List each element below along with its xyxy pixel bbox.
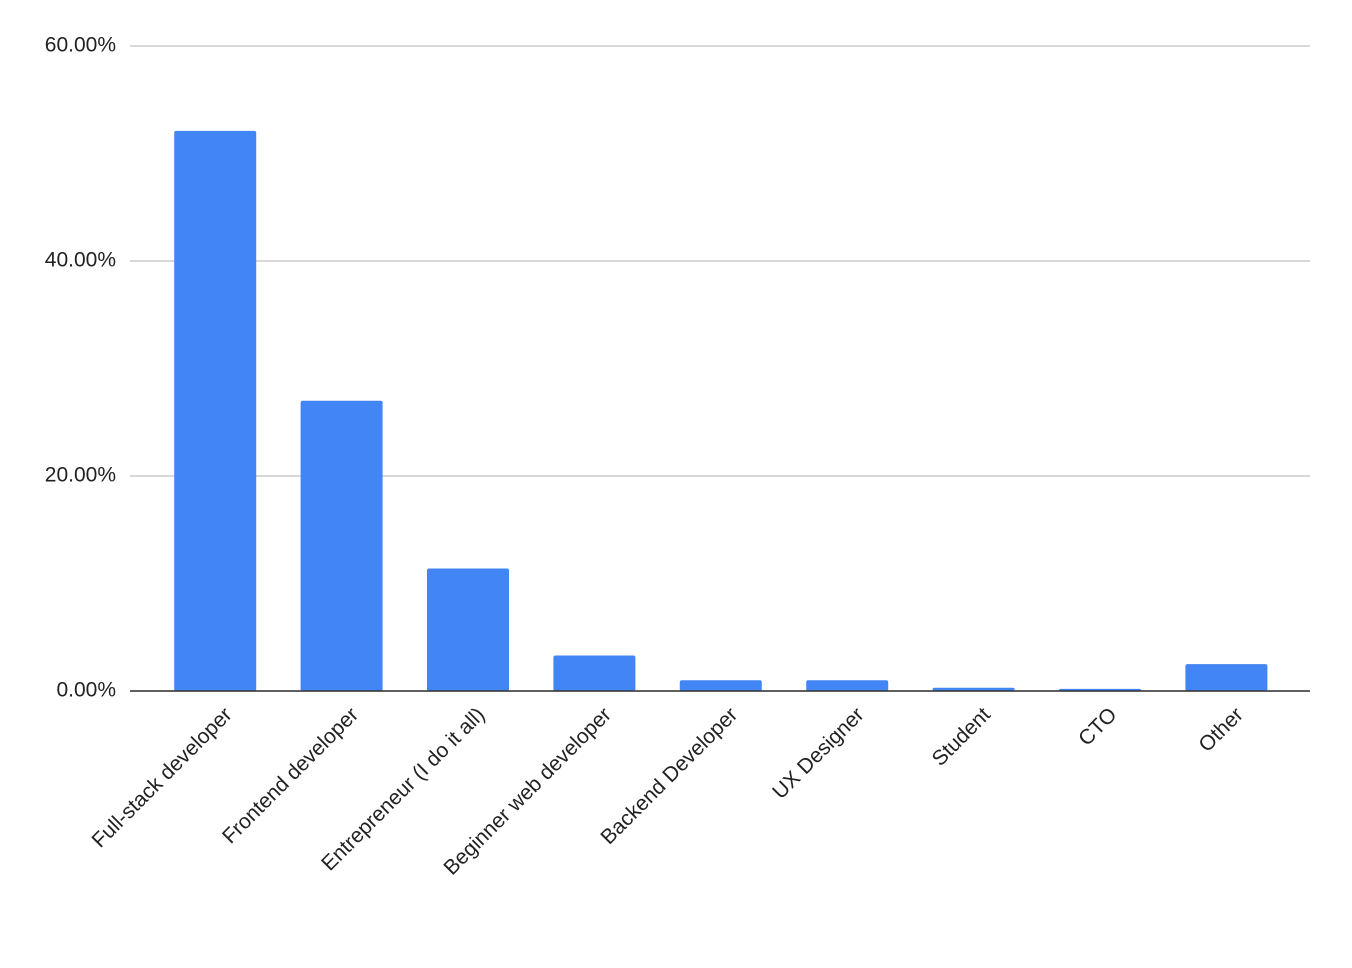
x-tick-label: Backend Developer xyxy=(596,703,742,849)
bar xyxy=(932,687,1015,691)
x-tick-label: Frontend developer xyxy=(218,703,363,848)
y-tick-label: 40.00% xyxy=(45,249,116,272)
y-tick-label: 60.00% xyxy=(45,34,116,57)
bar xyxy=(553,655,636,691)
x-tick-label: UX Designer xyxy=(768,703,868,803)
y-tick-label: 0.00% xyxy=(56,679,116,702)
x-tick-label: Other xyxy=(1194,703,1247,756)
bar xyxy=(806,680,889,691)
x-tick-label: CTO xyxy=(1074,703,1121,750)
bar xyxy=(427,568,509,691)
x-tick-label: Student xyxy=(928,703,996,771)
bar xyxy=(300,400,383,691)
bar xyxy=(1185,664,1268,691)
bar xyxy=(174,130,257,692)
y-tick-label: 20.00% xyxy=(45,464,116,487)
x-tick-label: Full-stack developer xyxy=(88,703,237,852)
bar xyxy=(679,680,762,691)
